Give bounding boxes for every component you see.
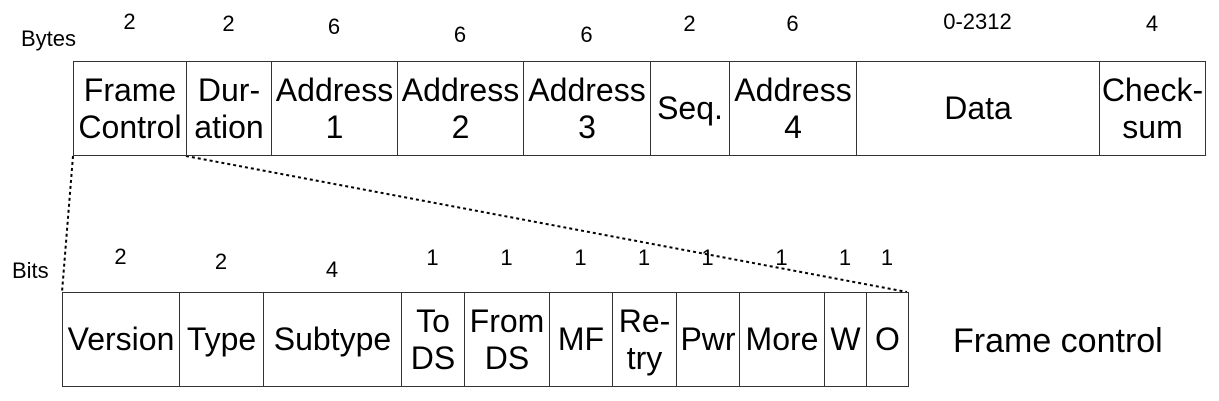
field-address-4-label: Address 4 — [734, 71, 852, 145]
field-address-2-label: Address 2 — [401, 71, 520, 145]
field-address-1-size: 6 — [327, 14, 341, 39]
frame-control-caption: Frame control — [953, 322, 1163, 360]
field-duration-label: Dur- ation — [194, 71, 264, 145]
bit-retry: Re- try — [612, 292, 677, 387]
bits-axis-label: Bits — [12, 258, 49, 283]
bit-from-ds-label: From DS — [469, 302, 545, 376]
field-data-size: 0-2312 — [943, 9, 1012, 34]
bit-pwr-label: Pwr — [680, 321, 736, 358]
bit-to-ds-label: To DS — [410, 302, 456, 376]
bit-from-ds-size: 1 — [500, 245, 513, 270]
bit-type: Type — [179, 292, 264, 387]
bit-more: More — [739, 292, 825, 387]
bit-o-size: 1 — [880, 245, 894, 270]
bit-to-ds-size: 1 — [426, 245, 439, 270]
connector-left — [61, 155, 74, 293]
field-seq-label: Seq. — [657, 90, 723, 127]
field-checksum-label: Check- sum — [1101, 71, 1204, 145]
bit-more-label: More — [745, 321, 819, 358]
connector-right — [185, 155, 908, 293]
field-address-1-label: Address 1 — [275, 71, 394, 145]
bit-w-label: W — [830, 321, 861, 358]
bit-type-label: Type — [186, 321, 257, 358]
bit-w: W — [824, 292, 867, 387]
bit-retry-size: 1 — [637, 245, 651, 270]
bit-from-ds: From DS — [464, 292, 550, 387]
bit-type-size: 2 — [214, 249, 228, 274]
bit-version-label: Version — [67, 321, 175, 358]
field-checksum-size: 4 — [1145, 11, 1159, 36]
field-duration: Dur- ation — [186, 61, 272, 156]
field-duration-size: 2 — [222, 11, 235, 36]
bit-subtype: Subtype — [263, 292, 402, 387]
bit-more-size: 1 — [775, 245, 788, 270]
field-address-3: Address 3 — [523, 61, 651, 156]
field-seq-size: 2 — [683, 11, 696, 36]
field-address-3-size: 6 — [580, 22, 593, 47]
field-frame-control: Frame Control — [73, 61, 187, 156]
field-data: Data — [856, 61, 1100, 156]
field-address-2: Address 2 — [397, 61, 524, 156]
field-address-3-label: Address 3 — [528, 71, 646, 145]
bit-version-size: 2 — [114, 244, 127, 269]
field-frame-control-label: Frame Control — [78, 71, 182, 145]
field-data-label: Data — [944, 90, 1012, 127]
field-checksum: Check- sum — [1099, 61, 1206, 156]
bit-version: Version — [62, 292, 180, 387]
bit-w-size: 1 — [838, 245, 852, 270]
bit-mf: MF — [549, 292, 613, 387]
bit-retry-label: Re- try — [618, 302, 671, 376]
bit-subtype-label: Subtype — [273, 321, 392, 358]
bit-to-ds: To DS — [401, 292, 465, 387]
bytes-axis-label: Bytes — [21, 26, 77, 51]
bit-mf-label: MF — [557, 321, 605, 358]
bit-o-label: O — [875, 321, 900, 358]
bit-o: O — [866, 292, 909, 387]
field-address-1: Address 1 — [271, 61, 398, 156]
bit-mf-size: 1 — [574, 245, 587, 270]
bit-subtype-size: 4 — [325, 257, 339, 282]
field-address-2-size: 6 — [453, 22, 467, 47]
field-seq: Seq. — [650, 61, 730, 156]
field-address-4: Address 4 — [729, 61, 857, 156]
field-frame-control-size: 2 — [123, 9, 136, 34]
bit-pwr-size: 1 — [701, 245, 714, 270]
field-address-4-size: 6 — [786, 11, 799, 36]
bit-pwr: Pwr — [676, 292, 740, 387]
